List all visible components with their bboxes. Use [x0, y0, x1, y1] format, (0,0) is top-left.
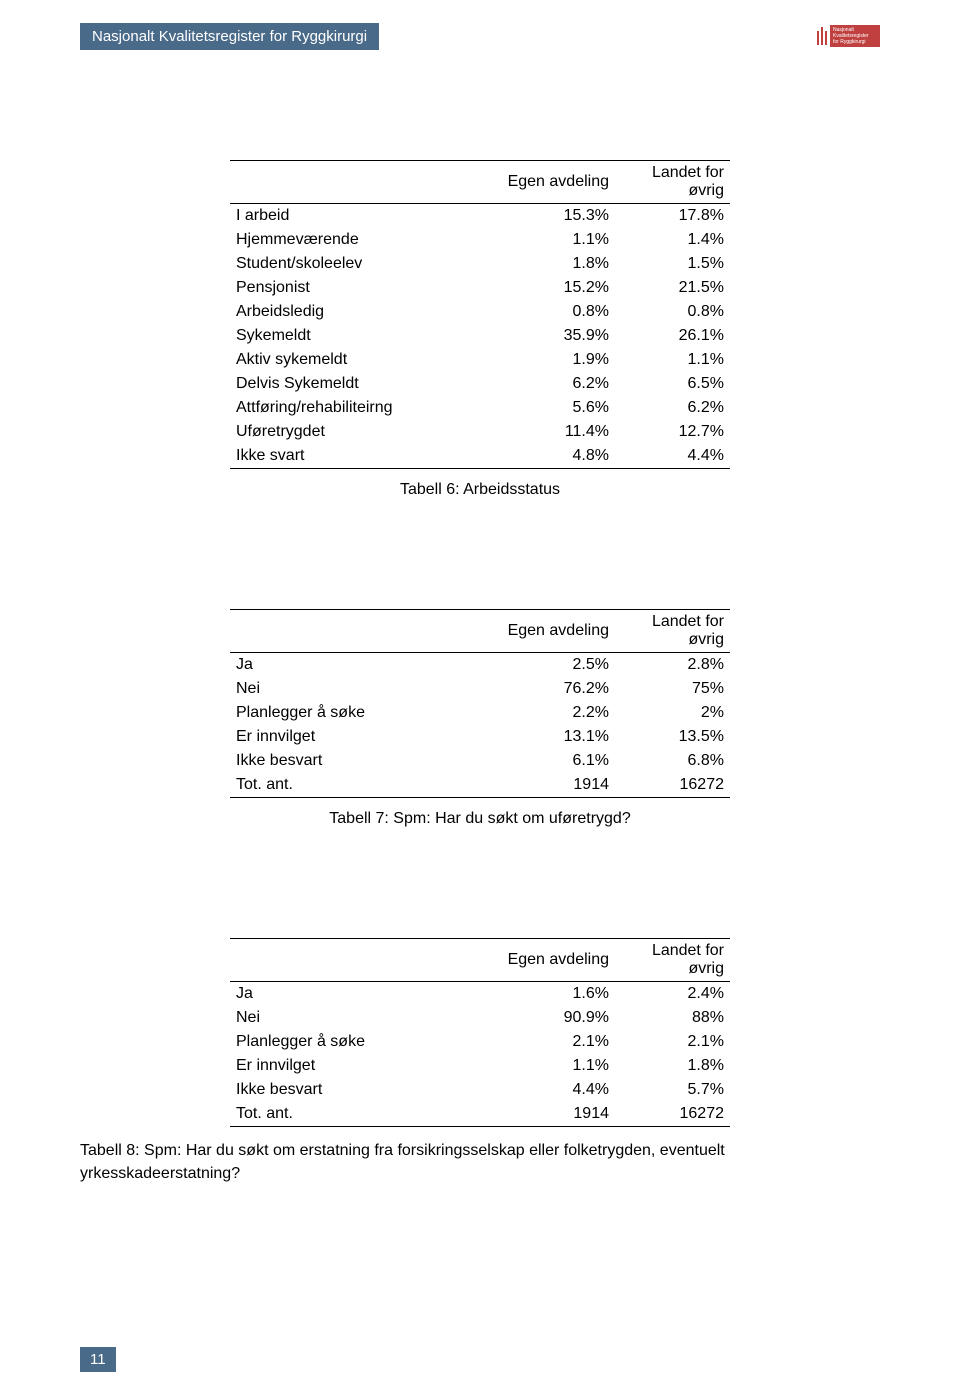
table-cell: 1.8% — [500, 252, 615, 276]
table-8-caption: Tabell 8: Spm: Har du søkt om erstatning… — [80, 1139, 880, 1185]
table-row-label: Planlegger å søke — [230, 1030, 500, 1054]
table-cell: 1914 — [500, 1102, 615, 1127]
table-cell: 13.1% — [500, 725, 615, 749]
table-cell: 11.4% — [500, 420, 615, 444]
table-col-header: Landet for øvrig — [615, 610, 730, 653]
table-cell: 12.7% — [615, 420, 730, 444]
table-cell: 0.8% — [500, 300, 615, 324]
table-col-header: Egen avdeling — [500, 610, 615, 653]
table-row-label: Nei — [230, 677, 500, 701]
table-row-label: Aktiv sykemeldt — [230, 348, 500, 372]
table-cell: 2.1% — [615, 1030, 730, 1054]
table-row-label: Hjemmeværende — [230, 228, 500, 252]
table-row-label: Tot. ant. — [230, 773, 500, 798]
table-cell: 2.4% — [615, 982, 730, 1007]
table-cell: 6.2% — [615, 396, 730, 420]
table-row-label: Ja — [230, 982, 500, 1007]
table-cell: 21.5% — [615, 276, 730, 300]
page-header: Nasjonalt Kvalitetsregister for Ryggkiru… — [80, 22, 880, 50]
table-6-caption: Tabell 6: Arbeidsstatus — [400, 481, 560, 499]
table-cell: 26.1% — [615, 324, 730, 348]
table-cell: 2.8% — [615, 653, 730, 678]
page-number: 11 — [80, 1347, 116, 1372]
table-row-label: Pensjonist — [230, 276, 500, 300]
table-cell: 1.5% — [615, 252, 730, 276]
table-cell: 1.1% — [500, 228, 615, 252]
table-cell: 90.9% — [500, 1006, 615, 1030]
logo-bars-icon — [817, 27, 827, 45]
table-row-label: Delvis Sykemeldt — [230, 372, 500, 396]
table-cell: 2.5% — [500, 653, 615, 678]
table-row-label: Ja — [230, 653, 500, 678]
table-6: Egen avdeling Landet for øvrig I arbeid1… — [230, 160, 730, 469]
table-cell: 1914 — [500, 773, 615, 798]
table-row-label: Student/skoleelev — [230, 252, 500, 276]
table-cell: 76.2% — [500, 677, 615, 701]
logo: Nasjonalt Kvalitetsregister for Ryggkiru… — [817, 25, 880, 47]
table-row-label: Planlegger å søke — [230, 701, 500, 725]
table-cell: 6.5% — [615, 372, 730, 396]
table-cell: 2.2% — [500, 701, 615, 725]
table-cell: 75% — [615, 677, 730, 701]
table-col-header: Egen avdeling — [500, 161, 615, 204]
table-cell: 16272 — [615, 773, 730, 798]
table-cell: 6.8% — [615, 749, 730, 773]
table-cell: 15.2% — [500, 276, 615, 300]
table-cell: 4.8% — [500, 444, 615, 469]
table-cell: 1.8% — [615, 1054, 730, 1078]
table-col-header: Egen avdeling — [500, 939, 615, 982]
table-row-label: Ikke besvart — [230, 1078, 500, 1102]
table-cell: 15.3% — [500, 204, 615, 229]
table-row-label: Ikke besvart — [230, 749, 500, 773]
table-7: Egen avdeling Landet for øvrig Ja2.5%2.8… — [230, 609, 730, 798]
logo-text: Nasjonalt Kvalitetsregister for Ryggkiru… — [830, 25, 880, 47]
table-cell: 1.1% — [615, 348, 730, 372]
table-cell: 4.4% — [500, 1078, 615, 1102]
table-cell: 13.5% — [615, 725, 730, 749]
table-cell: 5.7% — [615, 1078, 730, 1102]
table-cell: 1.9% — [500, 348, 615, 372]
table-cell: 6.1% — [500, 749, 615, 773]
table-7-caption: Tabell 7: Spm: Har du søkt om uføretrygd… — [329, 810, 630, 828]
table-row-label: Er innvilget — [230, 725, 500, 749]
table-row-label: Uføretrygdet — [230, 420, 500, 444]
table-col-header: Landet for øvrig — [615, 161, 730, 204]
table-cell: 88% — [615, 1006, 730, 1030]
table-row-label: Nei — [230, 1006, 500, 1030]
table-cell: 35.9% — [500, 324, 615, 348]
table-row-label: I arbeid — [230, 204, 500, 229]
table-row-label: Er innvilget — [230, 1054, 500, 1078]
table-row-label: Arbeidsledig — [230, 300, 500, 324]
table-cell: 1.6% — [500, 982, 615, 1007]
table-cell: 2% — [615, 701, 730, 725]
header-title: Nasjonalt Kvalitetsregister for Ryggkiru… — [80, 23, 379, 50]
table-cell: 1.1% — [500, 1054, 615, 1078]
page-content: Egen avdeling Landet for øvrig I arbeid1… — [0, 160, 960, 1185]
table-row-label: Ikke svart — [230, 444, 500, 469]
table-row-label: Sykemeldt — [230, 324, 500, 348]
table-cell: 0.8% — [615, 300, 730, 324]
table-col-header: Landet for øvrig — [615, 939, 730, 982]
table-cell: 1.4% — [615, 228, 730, 252]
table-row-label: Tot. ant. — [230, 1102, 500, 1127]
table-cell: 4.4% — [615, 444, 730, 469]
table-cell: 17.8% — [615, 204, 730, 229]
table-cell: 16272 — [615, 1102, 730, 1127]
table-8: Egen avdeling Landet for øvrig Ja1.6%2.4… — [230, 938, 730, 1127]
table-cell: 5.6% — [500, 396, 615, 420]
table-cell: 2.1% — [500, 1030, 615, 1054]
table-cell: 6.2% — [500, 372, 615, 396]
table-row-label: Attføring/rehabiliteirng — [230, 396, 500, 420]
